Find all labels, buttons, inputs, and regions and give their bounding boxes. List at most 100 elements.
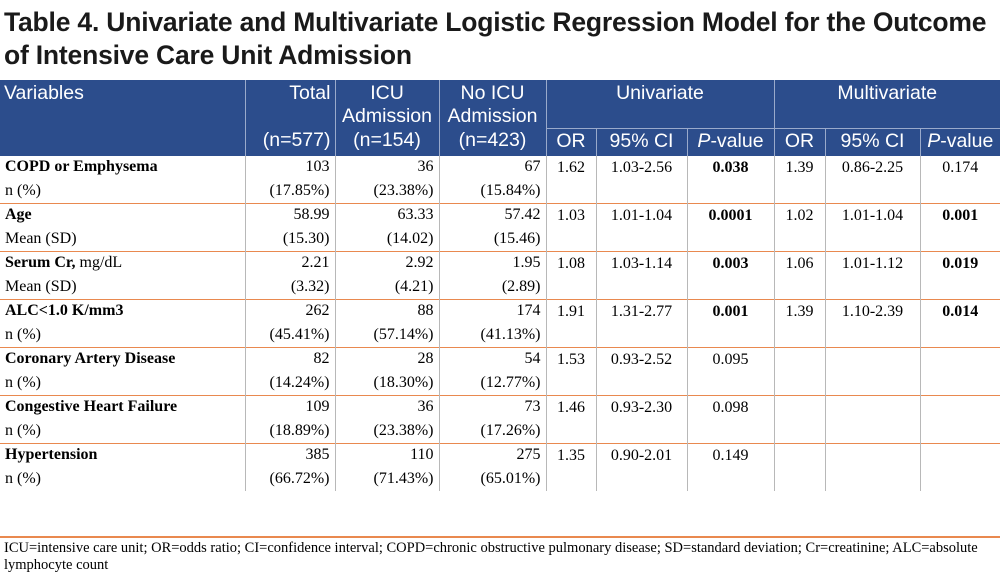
variable-sublabel: Mean (SD) xyxy=(5,277,77,295)
total-sub-cell: (14.24%) xyxy=(244,371,335,395)
multivariate-ci: 1.01-1.12 xyxy=(824,250,920,299)
p-italic: P xyxy=(927,129,941,152)
multivariate-p: 0.014 xyxy=(919,298,1000,347)
univariate-or: 1.53 xyxy=(545,346,596,395)
multivariate-or xyxy=(773,346,825,395)
no-icu-cell: 275 xyxy=(438,442,546,467)
total-cell: 385 xyxy=(244,442,335,467)
table-row-sub: n (%) (66.72%) (71.43%) (65.01%) xyxy=(0,467,1000,491)
variable-name: COPD or Emphysema xyxy=(5,158,158,176)
icu-cell: 110 xyxy=(334,442,439,467)
table-row-sub: n (%) (14.24%) (18.30%) (12.77%) xyxy=(0,371,1000,395)
variable-sublabel: Mean (SD) xyxy=(5,229,77,247)
no-icu-cell: 73 xyxy=(438,394,546,419)
p-italic: P xyxy=(697,129,711,152)
variable-label: Age xyxy=(0,202,245,227)
total-cell: 58.99 xyxy=(244,202,335,227)
multivariate-ci xyxy=(824,394,920,443)
table-row: Congestive Heart Failure 109 36 73 1.46 0.93-… xyxy=(0,394,1000,443)
regression-table: Variables Total ICU Admission No ICU Adm… xyxy=(0,80,1000,491)
multivariate-p: 0.001 xyxy=(919,202,1000,251)
variable-name: Age xyxy=(5,206,32,224)
header-no-icu-n: (n=423) xyxy=(438,128,546,156)
multivariate-or xyxy=(773,394,825,443)
univariate-or: 1.08 xyxy=(545,250,596,299)
total-sub-cell: (15.30) xyxy=(244,227,335,251)
header-icu-n: (n=154) xyxy=(334,128,439,156)
total-cell: 2.21 xyxy=(244,250,335,275)
header-no-icu-label: No ICU Admission xyxy=(447,82,538,127)
variable-label: Serum Cr, mg/dL xyxy=(0,250,245,275)
multivariate-p xyxy=(919,394,1000,443)
univariate-ci: 1.03-1.14 xyxy=(595,250,687,299)
table-title: Table 4. Univariate and Multivariate Log… xyxy=(4,7,987,70)
total-sub-cell: (17.85%) xyxy=(244,179,335,203)
icu-cell: 2.92 xyxy=(334,250,439,275)
icu-sub-cell: (4.21) xyxy=(334,275,439,299)
variable-label: Coronary Artery Disease xyxy=(0,346,245,371)
multivariate-ci: 1.01-1.04 xyxy=(824,202,920,251)
table-body: COPD or Emphysema 103 36 67 1.62 1.03-2.56 0.0… xyxy=(0,155,1000,491)
variable-label: ALC<1.0 K/mm3 xyxy=(0,298,245,323)
univariate-p: 0.098 xyxy=(686,394,774,443)
table-footnote: ICU=intensive care unit; OR=odds ratio; … xyxy=(4,540,978,573)
total-cell: 82 xyxy=(244,346,335,371)
header-variables: Variables xyxy=(0,80,245,156)
no-icu-cell: 174 xyxy=(438,298,546,323)
multivariate-or xyxy=(773,442,825,491)
univariate-ci: 1.01-1.04 xyxy=(595,202,687,251)
header-total: Total xyxy=(244,80,335,128)
icu-cell: 28 xyxy=(334,346,439,371)
multivariate-or: 1.02 xyxy=(773,202,825,251)
icu-sub-cell: (23.38%) xyxy=(334,419,439,443)
no-icu-sub-cell: (2.89) xyxy=(438,275,546,299)
no-icu-sub-cell: (65.01%) xyxy=(438,467,546,491)
table-row: Serum Cr, mg/dL 2.21 2.92 1.95 1.08 1.03-1.14… xyxy=(0,250,1000,299)
multivariate-ci xyxy=(824,442,920,491)
multivariate-p: 0.174 xyxy=(919,155,1000,203)
univariate-or: 1.46 xyxy=(545,394,596,443)
total-sub-cell: (45.41%) xyxy=(244,323,335,347)
no-icu-sub-cell: (15.46) xyxy=(438,227,546,251)
no-icu-cell: 57.42 xyxy=(438,202,546,227)
header-icu: ICU Admission xyxy=(334,80,439,128)
p-rest: -value xyxy=(710,129,764,152)
footer-rule xyxy=(0,536,1000,538)
header-icu-label: ICU Admission xyxy=(342,82,432,127)
header-univariate-or: OR xyxy=(545,127,596,156)
variable-name: ALC<1.0 K/mm3 xyxy=(5,302,124,320)
icu-cell: 88 xyxy=(334,298,439,323)
total-cell: 109 xyxy=(244,394,335,419)
variable-name: Serum Cr, xyxy=(5,254,76,272)
variable-sublabel: n (%) xyxy=(5,181,41,199)
variable-sublabel: n (%) xyxy=(5,421,41,439)
no-icu-sub-cell: (41.13%) xyxy=(438,323,546,347)
header-multivariate-or: OR xyxy=(773,127,825,156)
icu-cell: 63.33 xyxy=(334,202,439,227)
multivariate-or: 1.39 xyxy=(773,155,825,203)
header-total-n: (n=577) xyxy=(244,128,335,156)
univariate-or: 1.62 xyxy=(545,155,596,203)
header-multivariate: Multivariate xyxy=(773,80,1000,128)
no-icu-sub-cell: (17.26%) xyxy=(438,419,546,443)
total-sub-cell: (3.32) xyxy=(244,275,335,299)
univariate-p: 0.0001 xyxy=(686,202,774,251)
total-sub-cell: (66.72%) xyxy=(244,467,335,491)
table-row: Coronary Artery Disease 82 28 54 1.53 0.93-2.… xyxy=(0,346,1000,395)
header-univariate-p: P-value xyxy=(686,127,774,156)
variable-name: Coronary Artery Disease xyxy=(5,350,176,368)
variable-unit: mg/dL xyxy=(75,254,123,272)
icu-cell: 36 xyxy=(334,155,439,179)
icu-sub-cell: (71.43%) xyxy=(334,467,439,491)
variable-label: COPD or Emphysema xyxy=(0,156,245,180)
variable-label: Congestive Heart Failure xyxy=(0,394,245,419)
multivariate-ci: 1.10-2.39 xyxy=(824,298,920,347)
icu-sub-cell: (57.14%) xyxy=(334,323,439,347)
univariate-ci: 1.31-2.77 xyxy=(595,298,687,347)
variable-sublabel: n (%) xyxy=(5,469,41,487)
table-row: Hypertension 385 110 275 1.35 0.90-2.01 0.149 xyxy=(0,442,1000,491)
multivariate-p xyxy=(919,346,1000,395)
table-row-sub: n (%) (45.41%) (57.14%) (41.13%) xyxy=(0,323,1000,347)
p-rest: -value xyxy=(940,129,994,152)
no-icu-cell: 1.95 xyxy=(438,250,546,275)
